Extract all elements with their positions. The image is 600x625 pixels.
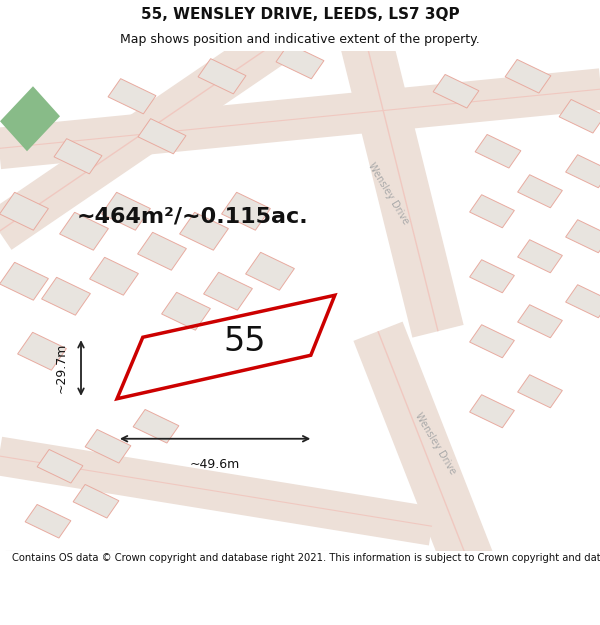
Polygon shape — [25, 504, 71, 538]
Text: 55: 55 — [223, 325, 266, 358]
Polygon shape — [133, 409, 179, 443]
Text: Wensley Drive: Wensley Drive — [413, 411, 457, 476]
Polygon shape — [41, 278, 91, 315]
Polygon shape — [470, 195, 514, 228]
Polygon shape — [85, 429, 131, 463]
Polygon shape — [566, 220, 600, 253]
Text: 55, WENSLEY DRIVE, LEEDS, LS7 3QP: 55, WENSLEY DRIVE, LEEDS, LS7 3QP — [140, 7, 460, 22]
Polygon shape — [108, 79, 156, 114]
Text: ~464m²/~0.115ac.: ~464m²/~0.115ac. — [76, 206, 308, 226]
Polygon shape — [89, 258, 139, 295]
Polygon shape — [518, 175, 562, 208]
Polygon shape — [59, 213, 109, 250]
Polygon shape — [73, 484, 119, 518]
Polygon shape — [518, 375, 562, 408]
Polygon shape — [17, 332, 67, 370]
Polygon shape — [470, 325, 514, 357]
Polygon shape — [518, 305, 562, 338]
Text: ~49.6m: ~49.6m — [190, 458, 240, 471]
Polygon shape — [161, 292, 211, 330]
Polygon shape — [137, 232, 187, 270]
Text: Wensley Drive: Wensley Drive — [367, 161, 411, 226]
Polygon shape — [0, 192, 49, 230]
Polygon shape — [433, 74, 479, 108]
Text: Map shows position and indicative extent of the property.: Map shows position and indicative extent… — [120, 34, 480, 46]
Polygon shape — [221, 192, 271, 230]
Polygon shape — [138, 119, 186, 154]
Polygon shape — [470, 395, 514, 428]
Polygon shape — [0, 86, 60, 151]
Polygon shape — [101, 192, 151, 230]
Polygon shape — [179, 213, 229, 250]
Polygon shape — [276, 44, 324, 79]
Polygon shape — [37, 449, 83, 483]
Polygon shape — [245, 253, 295, 290]
Text: ~29.7m: ~29.7m — [55, 342, 68, 393]
Polygon shape — [203, 272, 253, 310]
Polygon shape — [470, 260, 514, 292]
Polygon shape — [475, 134, 521, 168]
Polygon shape — [518, 240, 562, 272]
Polygon shape — [54, 139, 102, 174]
Polygon shape — [505, 59, 551, 93]
Text: Contains OS data © Crown copyright and database right 2021. This information is : Contains OS data © Crown copyright and d… — [12, 554, 600, 564]
Polygon shape — [0, 262, 49, 300]
Polygon shape — [566, 155, 600, 188]
Polygon shape — [559, 99, 600, 133]
Polygon shape — [198, 59, 246, 94]
Polygon shape — [566, 285, 600, 318]
